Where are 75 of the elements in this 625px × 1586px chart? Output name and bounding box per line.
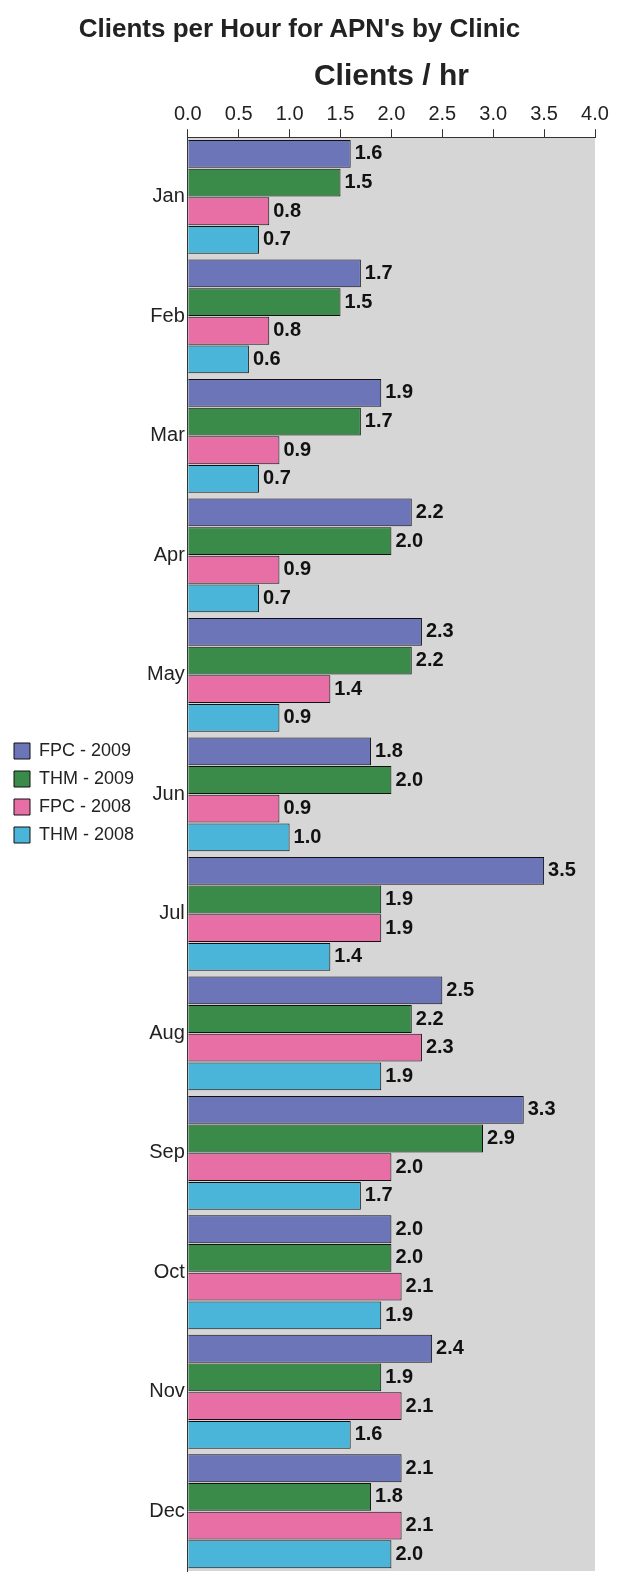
y-tick-label: Nov xyxy=(149,1379,185,1402)
x-tick-label: 0.0 xyxy=(173,101,202,124)
data-label: 1.9 xyxy=(385,1063,414,1086)
data-label: 1.6 xyxy=(354,1422,383,1445)
data-label: 1.9 xyxy=(385,915,414,938)
x-axis-title: Clients / hr xyxy=(313,58,470,92)
data-label: 0.9 xyxy=(283,437,312,460)
data-label: 1.4 xyxy=(334,676,364,699)
data-label: 2.0 xyxy=(395,528,424,551)
data-label: 2.1 xyxy=(405,1455,434,1478)
y-tick-label: Feb xyxy=(150,303,185,326)
data-label: 1.8 xyxy=(375,738,403,761)
chart-title: Clients per Hour for APN's by Clinic xyxy=(78,12,521,43)
y-tick-label: Sep xyxy=(149,1140,185,1163)
data-label: 0.7 xyxy=(263,466,291,489)
data-label: 0.9 xyxy=(283,557,312,580)
x-tick-label: 2.5 xyxy=(428,101,457,124)
data-label: 1.7 xyxy=(364,1183,393,1206)
data-label: 1.7 xyxy=(364,409,393,432)
x-tick-label: 1.5 xyxy=(326,101,355,124)
y-tick-label: May xyxy=(147,662,185,685)
data-label: 2.0 xyxy=(395,1216,424,1239)
data-label: 0.9 xyxy=(283,796,312,819)
data-label: 2.2 xyxy=(415,1006,444,1029)
data-label: 2.0 xyxy=(395,767,424,790)
data-label: 2.0 xyxy=(395,1154,424,1177)
data-label: 0.8 xyxy=(273,198,302,221)
x-tick-label: 3.5 xyxy=(530,101,559,124)
data-label: 1.9 xyxy=(385,1364,414,1387)
x-tick-label: 0.5 xyxy=(224,101,253,124)
data-label: 2.2 xyxy=(415,648,444,671)
legend-label: FPC - 2008 xyxy=(39,795,132,816)
y-tick-label: Oct xyxy=(153,1259,186,1282)
x-tick-label: 1.0 xyxy=(275,101,304,124)
legend-label: THM - 2009 xyxy=(39,767,135,788)
y-tick-label: Apr xyxy=(153,542,186,565)
x-tick-label: 4.0 xyxy=(581,101,609,124)
data-label: 2.0 xyxy=(395,1245,424,1268)
y-tick-label: Aug xyxy=(149,1020,185,1043)
data-label: 0.9 xyxy=(283,705,312,728)
data-label: 1.4 xyxy=(334,944,364,967)
data-label: 3.5 xyxy=(548,858,576,881)
y-tick-label: Dec xyxy=(149,1498,185,1521)
data-label: 2.1 xyxy=(405,1393,434,1416)
data-label: 1.8 xyxy=(375,1484,403,1507)
data-label: 2.5 xyxy=(446,977,475,1000)
data-label: 1.5 xyxy=(344,289,373,312)
data-label: 0.6 xyxy=(252,346,281,369)
y-tick-label: Jan xyxy=(152,184,185,207)
y-tick-label: Jul xyxy=(159,901,185,924)
data-label: 0.7 xyxy=(263,227,291,250)
data-label: 1.9 xyxy=(385,887,414,910)
data-label: 1.7 xyxy=(364,260,393,283)
y-tick-label: Mar xyxy=(150,423,186,446)
x-tick-label: 2.0 xyxy=(377,101,406,124)
data-label: 0.8 xyxy=(273,318,302,341)
data-label: 2.4 xyxy=(436,1336,465,1359)
data-label: 1.9 xyxy=(385,1302,414,1325)
data-label: 2.1 xyxy=(405,1274,434,1297)
x-tick-label: 3.0 xyxy=(479,101,508,124)
legend-label: FPC - 2009 xyxy=(39,739,132,760)
y-tick-label: Jun xyxy=(152,781,185,804)
data-label: 1.9 xyxy=(385,380,414,403)
legend-label: THM - 2008 xyxy=(39,823,135,844)
data-label: 2.3 xyxy=(425,1035,454,1058)
data-label: 3.3 xyxy=(527,1097,556,1120)
data-label: 1.6 xyxy=(354,141,383,164)
data-label: 2.1 xyxy=(405,1513,434,1536)
data-label: 2.0 xyxy=(395,1541,424,1564)
data-label: 2.3 xyxy=(425,619,454,642)
data-label: 1.5 xyxy=(344,170,373,193)
data-label: 2.9 xyxy=(487,1125,515,1148)
data-label: 1.0 xyxy=(293,824,322,847)
data-label: 0.7 xyxy=(263,585,291,608)
data-label: 2.2 xyxy=(415,499,444,522)
